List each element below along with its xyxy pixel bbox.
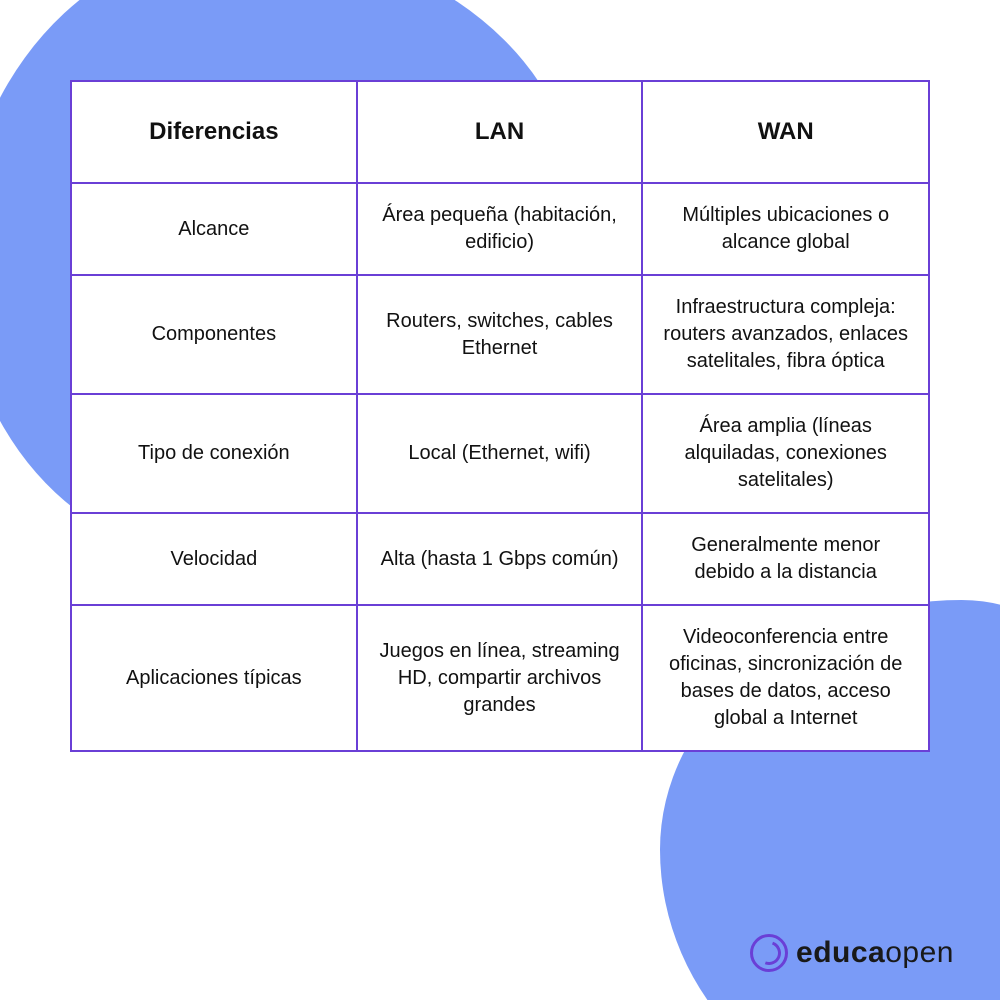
cell-diff: Componentes xyxy=(71,275,357,394)
table-header-row: Diferencias LAN WAN xyxy=(71,81,929,183)
cell-wan: Videoconferencia entre oficinas, sincron… xyxy=(642,605,929,751)
table-row: Alcance Área pequeña (habitación, edific… xyxy=(71,183,929,275)
logo-text: educaopen xyxy=(796,936,954,970)
cell-lan: Área pequeña (habitación, edificio) xyxy=(357,183,643,275)
cell-lan: Routers, switches, cables Ethernet xyxy=(357,275,643,394)
cell-lan: Juegos en línea, streaming HD, compartir… xyxy=(357,605,643,751)
cell-diff: Aplicaciones típicas xyxy=(71,605,357,751)
comparison-table-container: Diferencias LAN WAN Alcance Área pequeña… xyxy=(70,80,930,752)
logo-e-icon xyxy=(750,934,788,972)
cell-wan: Área amplia (líneas alquiladas, conexion… xyxy=(642,394,929,513)
table-row: Tipo de conexión Local (Ethernet, wifi) … xyxy=(71,394,929,513)
logo-text-bold: educa xyxy=(796,936,885,969)
header-diferencias: Diferencias xyxy=(71,81,357,183)
cell-wan: Generalmente menor debido a la distancia xyxy=(642,513,929,605)
cell-lan: Alta (hasta 1 Gbps común) xyxy=(357,513,643,605)
header-wan: WAN xyxy=(642,81,929,183)
header-lan: LAN xyxy=(357,81,643,183)
table-row: Aplicaciones típicas Juegos en línea, st… xyxy=(71,605,929,751)
cell-wan: Infraestructura compleja: routers avanza… xyxy=(642,275,929,394)
cell-wan: Múltiples ubicaciones o alcance global xyxy=(642,183,929,275)
cell-diff: Alcance xyxy=(71,183,357,275)
cell-diff: Tipo de conexión xyxy=(71,394,357,513)
table-row: Componentes Routers, switches, cables Et… xyxy=(71,275,929,394)
cell-lan: Local (Ethernet, wifi) xyxy=(357,394,643,513)
brand-logo: educaopen xyxy=(750,934,954,972)
logo-text-light: open xyxy=(885,936,954,969)
table-row: Velocidad Alta (hasta 1 Gbps común) Gene… xyxy=(71,513,929,605)
cell-diff: Velocidad xyxy=(71,513,357,605)
comparison-table: Diferencias LAN WAN Alcance Área pequeña… xyxy=(70,80,930,752)
